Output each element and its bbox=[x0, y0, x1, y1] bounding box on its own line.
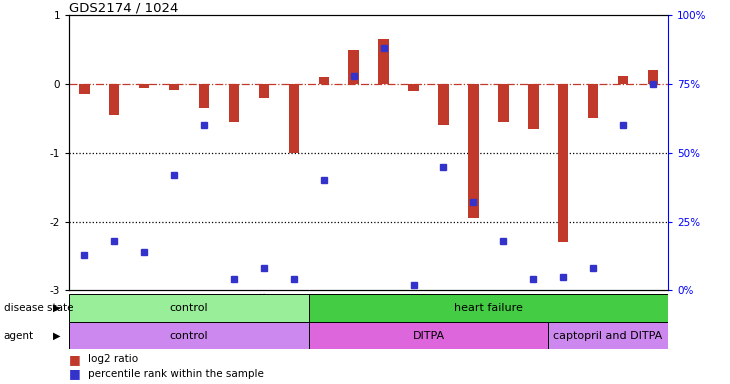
Bar bbox=[288, 84, 299, 153]
Text: captopril and DITPA: captopril and DITPA bbox=[553, 331, 663, 341]
Text: log2 ratio: log2 ratio bbox=[88, 354, 138, 364]
Bar bbox=[69, 294, 309, 322]
Text: control: control bbox=[170, 303, 208, 313]
Text: percentile rank within the sample: percentile rank within the sample bbox=[88, 369, 264, 379]
Bar bbox=[199, 84, 210, 108]
Text: DITPA: DITPA bbox=[412, 331, 445, 341]
Bar bbox=[169, 84, 180, 89]
Bar bbox=[468, 84, 479, 218]
Text: GDS2174 / 1024: GDS2174 / 1024 bbox=[69, 1, 179, 14]
Text: disease state: disease state bbox=[4, 303, 73, 313]
Bar bbox=[378, 40, 389, 84]
Bar bbox=[588, 84, 599, 118]
Bar bbox=[139, 84, 150, 88]
Bar bbox=[558, 84, 569, 242]
Text: ■: ■ bbox=[69, 367, 81, 380]
Bar bbox=[548, 322, 668, 349]
Bar bbox=[258, 84, 269, 98]
Bar bbox=[228, 84, 239, 122]
Bar bbox=[318, 77, 329, 84]
Text: ■: ■ bbox=[69, 353, 81, 366]
Bar bbox=[498, 84, 509, 122]
Bar bbox=[408, 84, 419, 91]
Bar bbox=[79, 84, 90, 94]
Text: ▶: ▶ bbox=[53, 303, 61, 313]
Bar bbox=[309, 294, 668, 322]
Bar bbox=[109, 84, 120, 115]
Text: ▶: ▶ bbox=[53, 331, 61, 341]
Bar bbox=[309, 322, 548, 349]
Bar bbox=[69, 322, 309, 349]
Bar bbox=[648, 70, 658, 84]
Bar bbox=[438, 84, 449, 125]
Bar bbox=[348, 50, 359, 84]
Text: heart failure: heart failure bbox=[454, 303, 523, 313]
Bar bbox=[528, 84, 539, 129]
Bar bbox=[618, 76, 629, 84]
Text: control: control bbox=[170, 331, 208, 341]
Text: agent: agent bbox=[4, 331, 34, 341]
